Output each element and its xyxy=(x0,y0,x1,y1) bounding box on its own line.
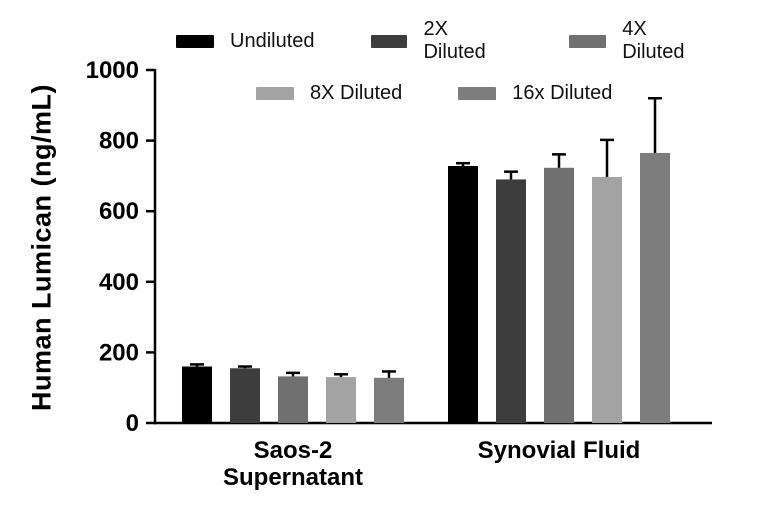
legend-label: 2X Diluted xyxy=(423,18,486,63)
y-tick-label: 200 xyxy=(99,339,139,366)
legend-item: Undiluted xyxy=(176,30,315,53)
legend-row: Undiluted 2X Diluted 4X Diluted xyxy=(176,18,768,64)
legend-item: 16x Diluted xyxy=(458,82,612,105)
legend-label: Undiluted xyxy=(230,29,315,52)
legend-label: 4X Diluted xyxy=(622,18,685,63)
bar xyxy=(326,377,356,423)
y-tick-label: 600 xyxy=(99,198,139,225)
legend-label: 16x Diluted xyxy=(512,82,613,104)
bar xyxy=(592,176,622,423)
bar xyxy=(544,167,574,423)
x-category-label: Synovial Fluid xyxy=(478,437,641,464)
y-tick-label: 400 xyxy=(99,269,139,296)
legend-item: 8X Diluted xyxy=(256,82,402,105)
legend-item: 2X Diluted xyxy=(370,18,514,64)
x-category-label: Supernatant xyxy=(223,464,363,491)
bar xyxy=(496,179,526,423)
legend-swatch-icon xyxy=(176,34,214,48)
legend-swatch-icon xyxy=(370,34,408,48)
bar xyxy=(278,376,308,423)
bar xyxy=(374,377,404,423)
legend: Undiluted 2X Diluted 4X Diluted 8X Diluted 1… xyxy=(176,18,768,123)
legend-swatch-icon xyxy=(458,87,497,100)
legend-swatch-icon xyxy=(256,87,294,100)
legend-label: 8X Diluted xyxy=(310,82,403,104)
bar xyxy=(230,368,260,423)
y-tick-label: 1000 xyxy=(86,57,139,84)
y-axis-label: Human Lumican (ng/mL) xyxy=(26,84,57,411)
legend-item: 4X Diluted xyxy=(569,18,712,64)
legend-row: 8X Diluted 16x Diluted xyxy=(176,82,768,105)
y-tick-label: 0 xyxy=(126,410,139,437)
legend-swatch-icon xyxy=(569,34,607,48)
bar xyxy=(448,166,478,424)
bar xyxy=(640,152,670,423)
bar xyxy=(182,366,212,423)
x-category-label: Saos-2 xyxy=(254,437,333,464)
y-tick-label: 800 xyxy=(99,128,139,155)
